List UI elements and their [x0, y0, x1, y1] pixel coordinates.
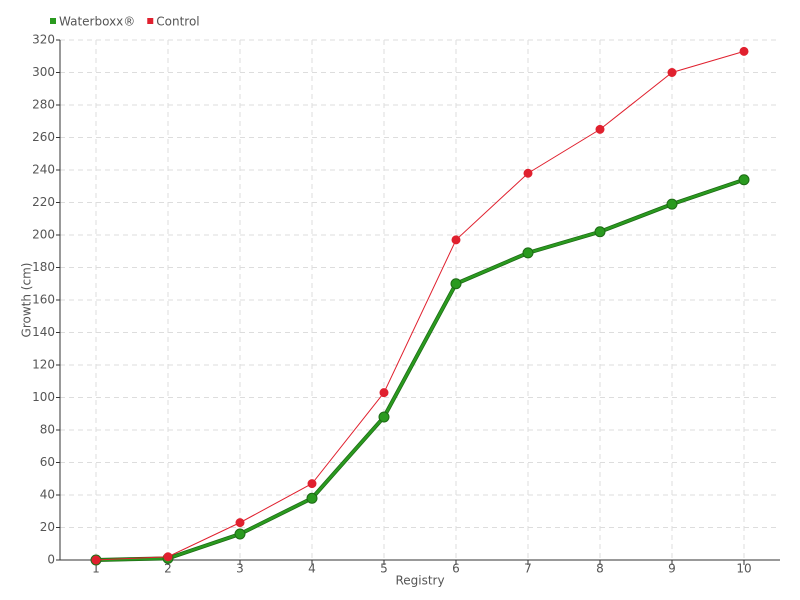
data-point: [666, 198, 678, 210]
y-tick-label: 260: [32, 130, 55, 144]
x-tick-label: 4: [308, 562, 316, 576]
x-tick-label: 6: [452, 562, 460, 576]
y-tick-label: 80: [40, 423, 55, 437]
data-point: [306, 492, 318, 504]
series-line: [95, 178, 745, 562]
y-tick-label: 100: [32, 390, 55, 404]
y-tick-label: 300: [32, 65, 55, 79]
series-line: [95, 50, 745, 561]
y-tick-label: 240: [32, 163, 55, 177]
y-tick-label: 320: [32, 33, 55, 47]
y-tick-label: 140: [32, 325, 55, 339]
y-tick-label: 20: [40, 520, 55, 534]
x-tick-label: 10: [736, 562, 751, 576]
x-tick-label: 7: [524, 562, 532, 576]
y-tick-label: 120: [32, 358, 55, 372]
x-tick-label: 3: [236, 562, 244, 576]
data-point: [234, 528, 246, 540]
y-tick-label: 200: [32, 228, 55, 242]
data-point: [738, 174, 750, 186]
x-tick-label: 5: [380, 562, 388, 576]
data-point: [307, 479, 317, 489]
y-axis-label: Growth (cm): [20, 263, 34, 338]
y-tick-label: 280: [32, 98, 55, 112]
data-point: [595, 124, 605, 134]
series-line-outline: [95, 177, 745, 562]
legend-swatch: [50, 18, 56, 24]
y-tick-label: 220: [32, 195, 55, 209]
y-tick-label: 60: [40, 455, 55, 469]
data-point: [523, 168, 533, 178]
x-tick-label: 1: [92, 562, 100, 576]
y-tick-label: 40: [40, 488, 55, 502]
data-point: [522, 247, 534, 259]
data-point: [739, 46, 749, 56]
legend-label: Control: [156, 15, 199, 29]
data-point: [91, 555, 101, 565]
data-point: [594, 226, 606, 238]
data-point: [379, 388, 389, 398]
data-point: [163, 552, 173, 562]
data-point: [667, 68, 677, 77]
x-tick-label: 8: [596, 562, 604, 576]
x-tick-label: 2: [164, 562, 172, 576]
data-point: [378, 411, 390, 423]
x-axis-label: Registry: [395, 574, 444, 588]
data-point: [235, 518, 245, 528]
legend-swatch: [147, 18, 154, 24]
data-point: [451, 235, 461, 245]
x-tick-label: 9: [668, 562, 676, 576]
y-tick-label: 0: [47, 553, 55, 567]
y-tick-label: 160: [32, 293, 55, 307]
data-point: [450, 278, 462, 290]
legend-label: Waterboxx®: [59, 15, 135, 29]
y-tick-label: 180: [32, 260, 55, 274]
